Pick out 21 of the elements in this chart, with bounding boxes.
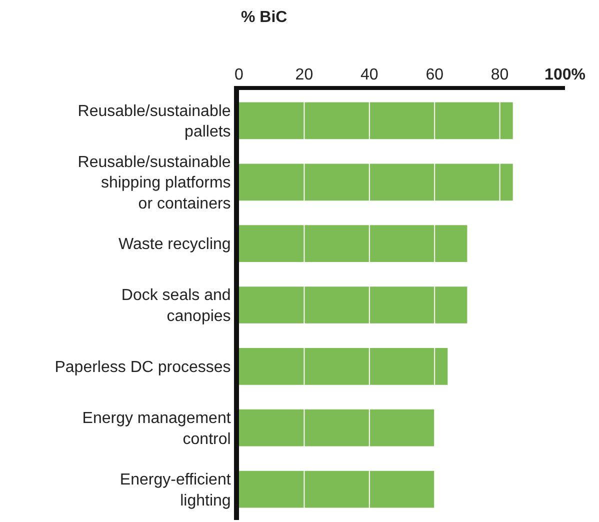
x-tick-label: 40 — [360, 66, 378, 84]
bar — [239, 470, 435, 508]
x-tick-label: 80 — [490, 66, 509, 84]
y-tick-label: Energy-efficient lighting — [120, 471, 232, 510]
x-tick-label: 60 — [426, 66, 444, 84]
x-tick-label: 0 — [234, 66, 244, 84]
y-tick-label: Dock seals and canopies — [121, 287, 231, 325]
x-axis-title: % BiC — [241, 9, 288, 26]
bar — [239, 409, 435, 446]
bar — [239, 102, 513, 140]
bar — [239, 286, 468, 324]
y-tick-label: Reusable/sustainable shipping platforms or containers — [78, 154, 231, 213]
bar — [239, 164, 513, 201]
y-tick-label: Energy management control — [82, 410, 232, 448]
x-tick-label: 100% — [544, 66, 586, 84]
y-tick-label: Waste recycling — [118, 236, 231, 254]
x-tick-label: 20 — [295, 66, 314, 84]
y-tick-label: Paperless DC processes — [54, 359, 231, 376]
bar — [239, 348, 448, 385]
y-tick-label: Reusable/sustainable pallets — [78, 102, 231, 141]
bar — [239, 225, 468, 262]
